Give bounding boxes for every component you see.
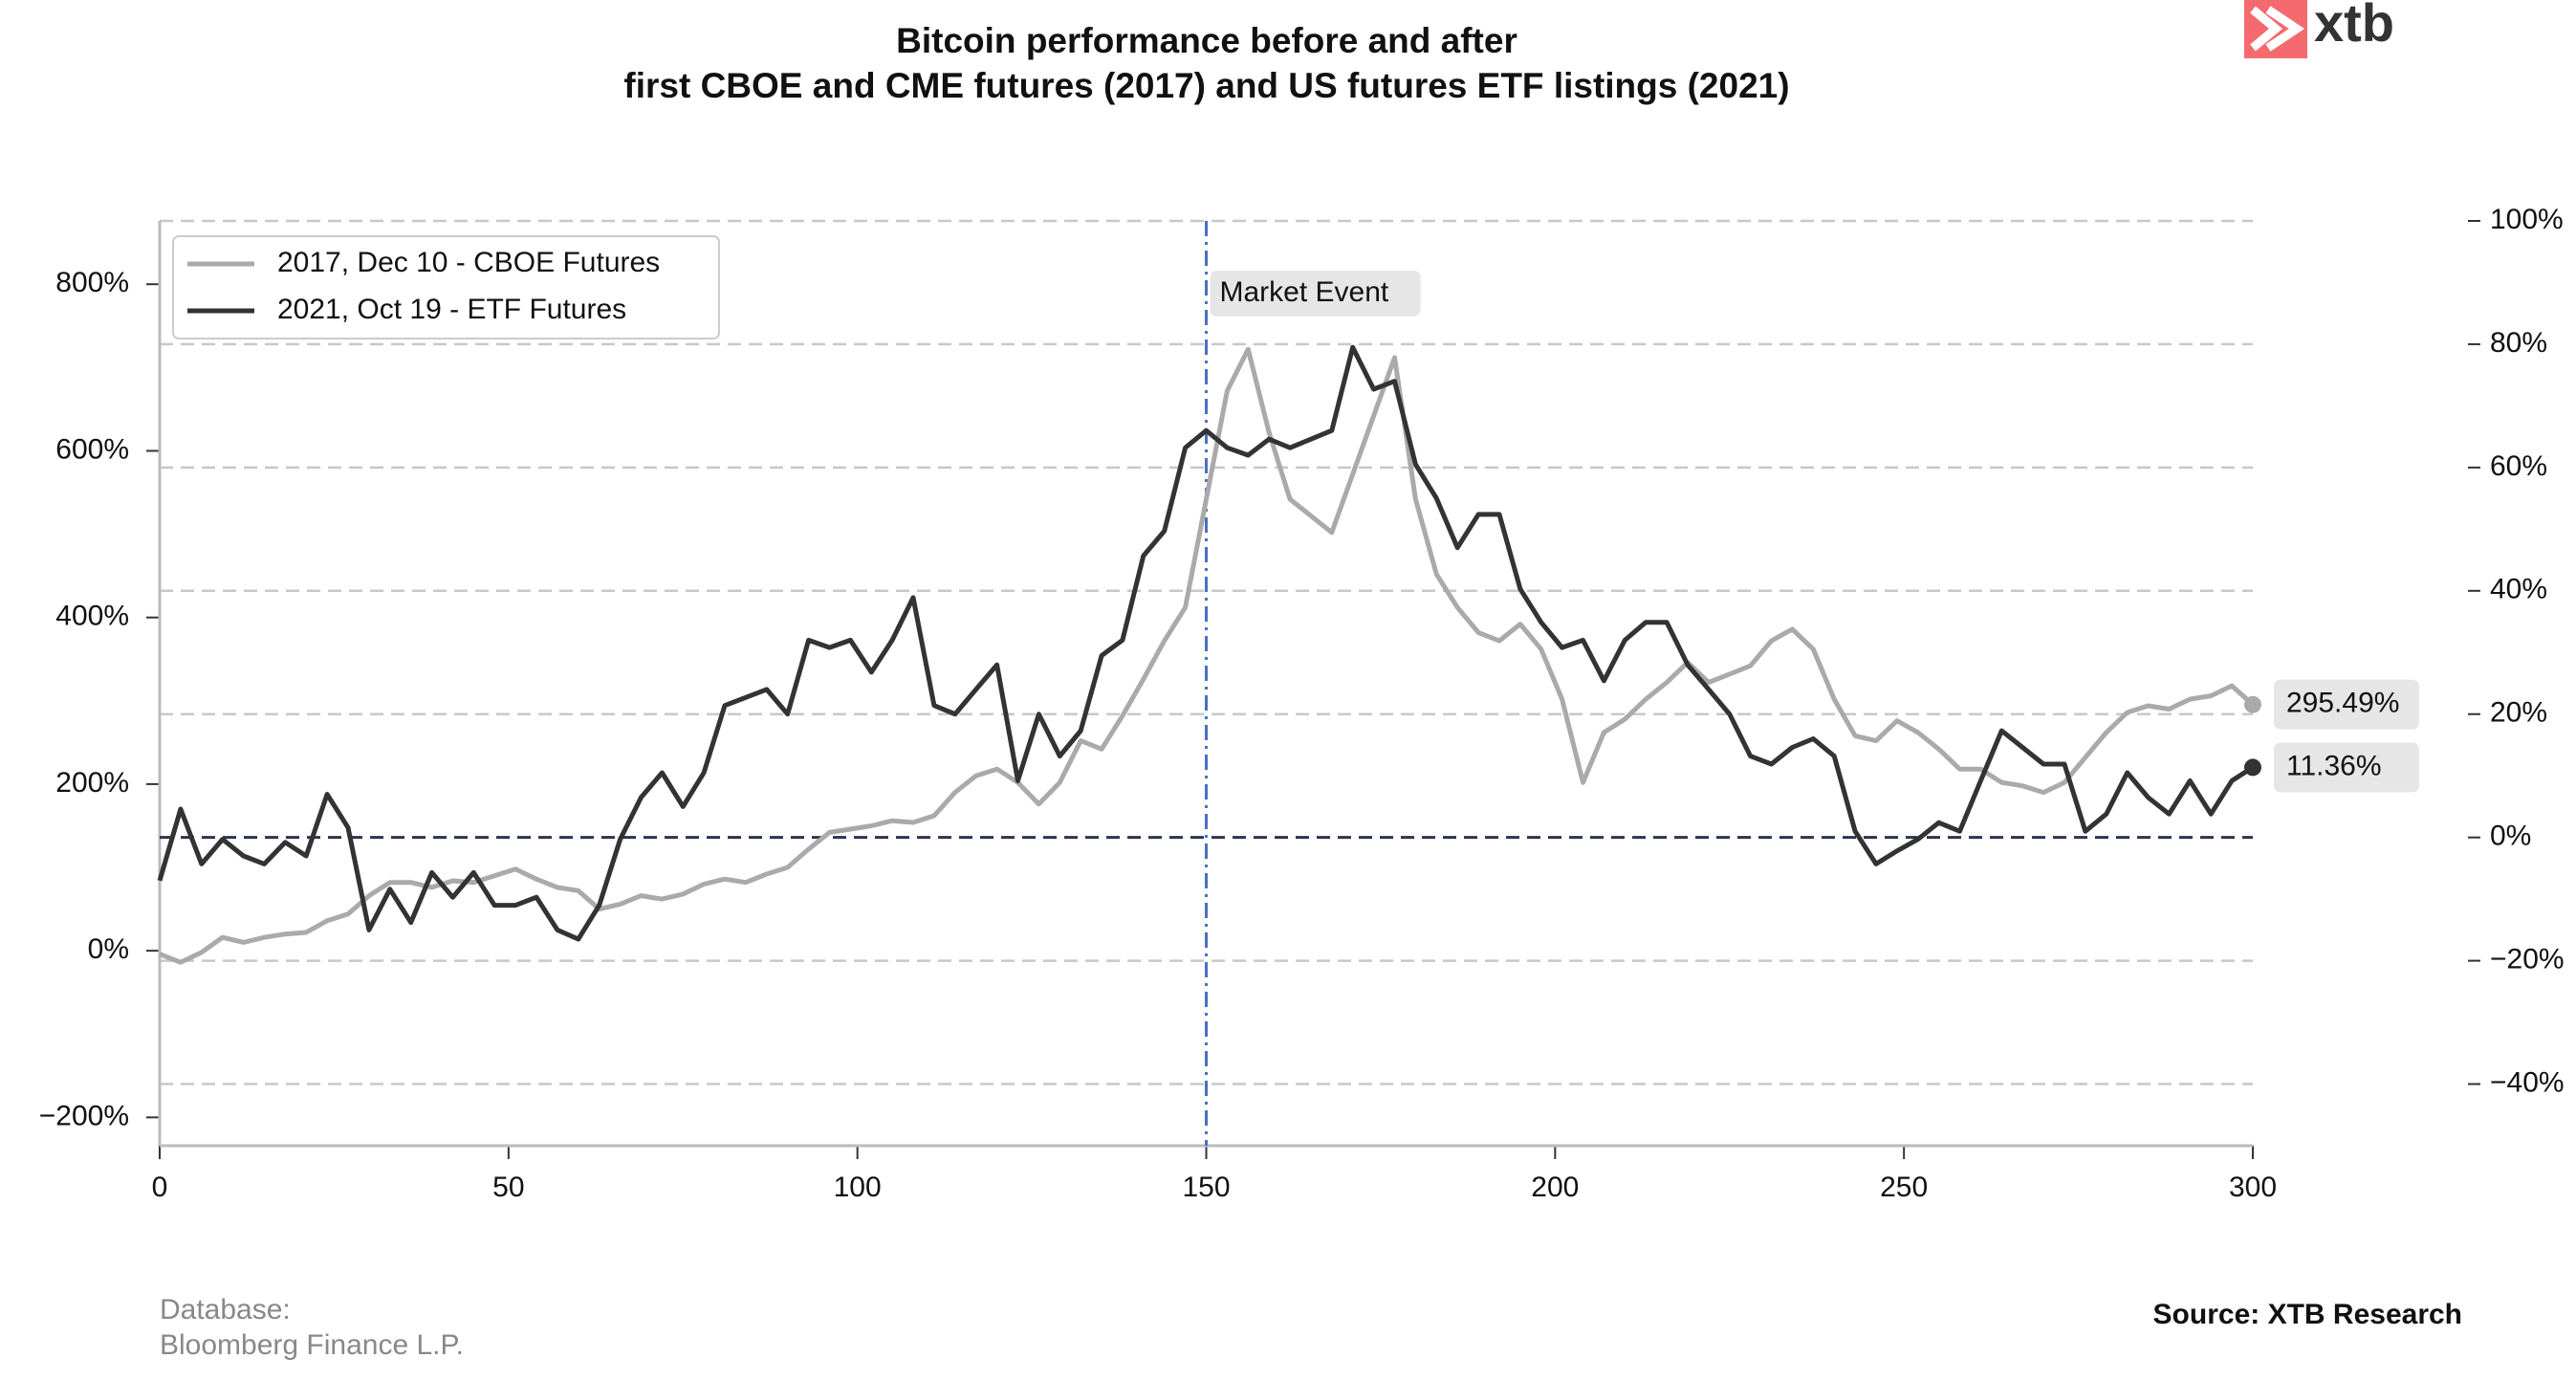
event-label-box — [1210, 271, 1421, 317]
logo-icon — [2250, 6, 2305, 52]
y2-tick-label: 80% — [2490, 327, 2547, 359]
x-tick-label: 300 — [2229, 1172, 2277, 1203]
x-tick-label: 150 — [1182, 1172, 1230, 1203]
legend-label: 2017, Dec 10 - CBOE Futures — [277, 247, 660, 278]
chart-title: Bitcoin performance before and after — [896, 21, 1517, 60]
y2-tick-label: −20% — [2490, 944, 2565, 975]
series-line — [157, 344, 2255, 942]
y2-tick-label: 100% — [2490, 204, 2564, 235]
end-point — [2244, 758, 2261, 777]
y2-tick-label: 20% — [2490, 697, 2547, 729]
x-tick-label: 200 — [1531, 1172, 1579, 1203]
footer-database: Bloomberg Finance L.P. — [160, 1329, 464, 1361]
value-label-box — [2274, 679, 2419, 730]
x-tick-label: 100 — [834, 1172, 882, 1203]
legend-box — [172, 235, 720, 340]
footer-source: Source: XTB Research — [2153, 1299, 2462, 1330]
footer-database: Database: — [160, 1294, 291, 1325]
end-point — [2244, 695, 2261, 713]
x-tick-label: 0 — [152, 1172, 168, 1203]
chart-title: first CBOE and CME futures (2017) and US… — [623, 66, 1789, 105]
y-tick-label: 800% — [55, 267, 129, 298]
series-line — [159, 346, 2255, 965]
y-tick-label: 600% — [55, 433, 129, 465]
y2-tick-label: 40% — [2490, 574, 2547, 605]
y-tick-label: 400% — [55, 601, 129, 632]
y2-tick-label: 60% — [2490, 450, 2547, 482]
y-tick-label: 200% — [55, 767, 129, 799]
y2-tick-label: 0% — [2490, 821, 2531, 852]
y-tick-label: −200% — [39, 1100, 129, 1131]
logo: xtb — [2314, 0, 2394, 53]
x-tick-label: 250 — [1880, 1172, 1928, 1203]
y-tick-label: 0% — [88, 933, 129, 965]
x-tick-label: 50 — [492, 1172, 524, 1203]
value-label-box — [2274, 742, 2419, 793]
value-label: 11.36% — [2286, 750, 2382, 781]
legend-label: 2021, Oct 19 - ETF Futures — [277, 294, 626, 325]
value-label: 295.49% — [2286, 688, 2399, 719]
event-label: Market Event — [1220, 276, 1389, 308]
y2-tick-label: −40% — [2490, 1066, 2565, 1098]
